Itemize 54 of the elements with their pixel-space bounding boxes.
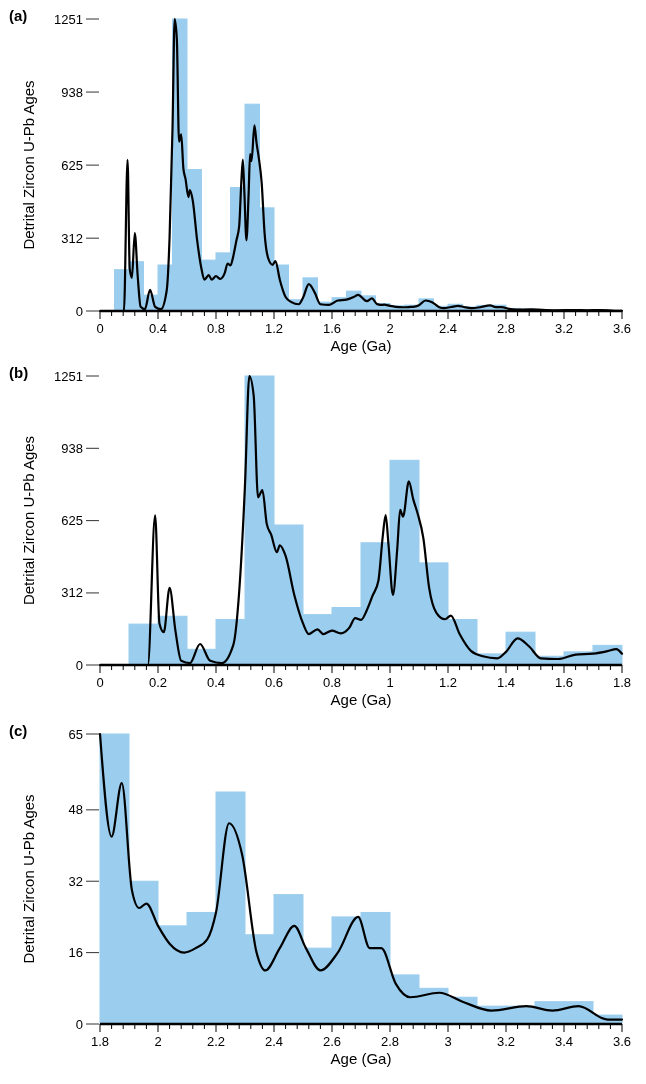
x-tick-label: 2.4 [264,1034,284,1049]
x-tick-label: 0 [96,675,104,690]
y-axis-title: Detrital Zircon U-Pb Ages [20,80,37,250]
x-tick-label: 3.6 [612,1034,632,1049]
x-tick-label: 2.6 [322,1034,342,1049]
x-tick-label: 0.6 [264,675,284,690]
x-tick-label: 2.8 [380,1034,400,1049]
y-tick-label: 938 [61,84,83,100]
x-tick-label: 1.6 [322,321,342,336]
y-tick-label: 32 [68,873,83,889]
x-tick-label: 3.2 [496,1034,516,1049]
y-tick-label: 48 [68,802,83,818]
y-axis-title: Detrital Zircon U-Pb Ages [20,794,37,964]
x-tick-label: 0.8 [206,321,226,336]
x-tick-label: 0.2 [148,675,168,690]
y-tick-label: 938 [61,440,83,456]
x-tick-label: 2.8 [496,321,516,336]
y-tick-label: 65 [68,726,83,742]
y-tick-label: 0 [75,1016,83,1032]
y-tick-label: 16 [68,945,83,961]
y-tick-label: 0 [75,657,83,673]
x-tick-label: 3 [444,1034,452,1049]
x-tick-label: 1.6 [554,675,574,690]
x-tick-label: 1.4 [496,675,516,690]
y-tick-label: 1251 [54,368,83,384]
x-tick-label: 1.8 [612,675,632,690]
x-axis-title: Age (Ga) [330,337,392,354]
x-axis-title: Age (Ga) [330,1050,392,1067]
x-tick-label: 2.4 [438,321,458,336]
x-tick-label: 3.6 [612,321,632,336]
x-tick-label: 1 [386,675,394,690]
y-tick-label: 312 [61,585,83,601]
chart-title: (c) [9,722,28,739]
x-tick-label: 2 [386,321,394,336]
chart-title: (b) [9,364,29,381]
x-tick-label: 0.4 [148,321,168,336]
x-axis-title: Age (Ga) [330,691,392,708]
y-axis-title: Detrital Zircon U-Pb Ages [20,435,37,606]
x-tick-label: 3.2 [554,321,574,336]
y-tick-label: 625 [61,513,83,529]
x-tick-label: 1.8 [90,1034,110,1049]
x-tick-label: 0 [96,321,104,336]
x-tick-label: 1.2 [264,321,284,336]
chart-title: (a) [9,7,28,24]
y-tick-label: 312 [61,230,83,246]
x-tick-label: 0.8 [322,675,342,690]
x-tick-label: 3.4 [554,1034,574,1049]
y-tick-label: 0 [75,303,83,319]
x-tick-label: 1.2 [438,675,458,690]
x-tick-label: 2 [154,1034,162,1049]
x-tick-label: 2.2 [206,1034,226,1049]
x-tick-label: 0.4 [206,675,226,690]
y-tick-label: 625 [61,157,83,173]
y-tick-label: 1251 [54,11,83,27]
